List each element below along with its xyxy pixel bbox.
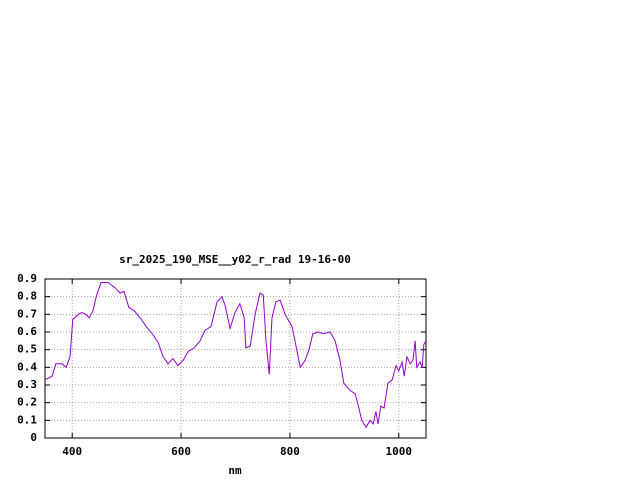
y-tick-label: 0.9 [17, 272, 37, 285]
plot-frame [44, 278, 427, 439]
y-tick-label: 0 [30, 431, 37, 444]
x-tick-label: 600 [171, 445, 191, 458]
y-tick-label: 0.1 [17, 413, 37, 426]
y-tick-label: 0.3 [17, 378, 37, 391]
x-tick-label: 800 [280, 445, 300, 458]
x-axis-label: nm [228, 464, 242, 477]
y-tick-label: 0.8 [17, 290, 37, 303]
y-tick-label: 0.6 [17, 325, 37, 338]
x-tick-label: 400 [62, 445, 82, 458]
chart-title: sr_2025_190_MSE__y02_r_rad 19-16-00 [119, 253, 351, 266]
x-tick-label: 1000 [386, 445, 413, 458]
y-tick-label: 0.5 [17, 343, 37, 356]
y-tick-label: 0.2 [17, 396, 37, 409]
data-line [44, 282, 427, 429]
y-tick-label: 0.4 [17, 360, 37, 373]
y-tick-label: 0.7 [17, 307, 37, 320]
